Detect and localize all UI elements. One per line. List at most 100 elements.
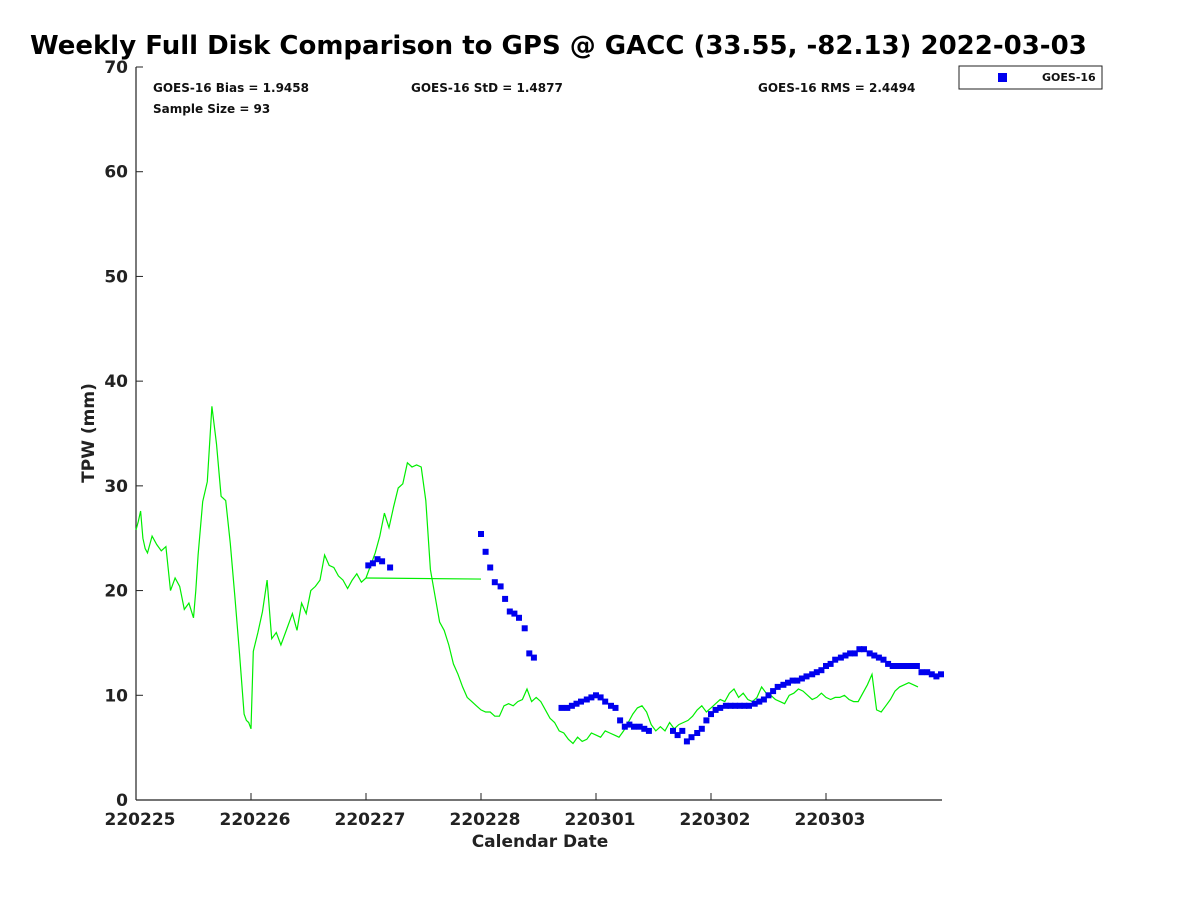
goes16-point bbox=[717, 704, 724, 711]
goes16-point bbox=[904, 663, 911, 669]
goes16-point bbox=[866, 650, 873, 657]
legend-box bbox=[958, 65, 1103, 90]
goes16-point bbox=[597, 694, 604, 701]
stat-rms: GOES-16 RMS = 2.4494 bbox=[758, 81, 915, 95]
goes16-point bbox=[593, 692, 599, 699]
goes16-point bbox=[482, 548, 489, 555]
goes16-point bbox=[578, 698, 584, 705]
gps-gap-line bbox=[365, 577, 482, 580]
series-goes16-points bbox=[365, 531, 944, 745]
series-gps-line bbox=[135, 406, 919, 745]
y-tick-label: 30 bbox=[104, 477, 128, 497]
goes16-point bbox=[703, 717, 710, 724]
goes16-point bbox=[789, 677, 796, 684]
goes16-point bbox=[889, 663, 896, 669]
goes16-point bbox=[785, 679, 791, 686]
y-tick-label: 0 bbox=[116, 791, 128, 811]
goes16-point bbox=[760, 696, 767, 703]
goes16-point bbox=[568, 702, 575, 709]
goes16-point bbox=[875, 654, 882, 661]
goes16-point bbox=[497, 583, 504, 590]
goes16-point bbox=[617, 717, 624, 724]
stat-std: GOES-16 StD = 1.4877 bbox=[411, 81, 563, 95]
legend-label-goes16: GOES-16 bbox=[1042, 71, 1096, 84]
goes16-point bbox=[765, 692, 772, 699]
goes16-point bbox=[756, 698, 763, 705]
chart-title: Weekly Full Disk Comparison to GPS @ GAC… bbox=[30, 31, 1087, 61]
y-axis-ticks: 0 10 20 30 40 50 60 70 bbox=[104, 58, 143, 811]
goes16-point bbox=[487, 564, 494, 571]
goes16-point bbox=[521, 625, 528, 632]
goes16-point bbox=[602, 698, 609, 705]
goes16-point bbox=[674, 732, 681, 739]
goes16-point bbox=[516, 614, 522, 621]
goes16-point bbox=[871, 652, 878, 659]
goes16-point bbox=[823, 663, 829, 669]
goes16-point bbox=[491, 579, 498, 586]
goes16-point bbox=[880, 656, 887, 663]
goes16-point bbox=[698, 725, 705, 732]
x-tick-label: 220303 bbox=[795, 810, 866, 830]
goes16-point bbox=[530, 654, 537, 661]
x-tick-label: 220226 bbox=[220, 810, 291, 830]
goes16-point bbox=[712, 706, 719, 713]
goes16-point bbox=[803, 673, 810, 680]
goes16-point bbox=[770, 688, 777, 695]
goes16-point bbox=[736, 702, 743, 709]
goes16-point bbox=[708, 711, 714, 718]
goes16-point bbox=[502, 595, 509, 602]
goes16-point bbox=[827, 660, 834, 667]
goes16-point bbox=[365, 562, 372, 569]
goes16-point bbox=[558, 704, 565, 711]
goes16-point bbox=[732, 702, 739, 709]
goes16-point bbox=[938, 671, 944, 678]
goes16-point bbox=[379, 558, 386, 565]
goes16-point bbox=[583, 696, 590, 703]
goes16-point bbox=[641, 725, 648, 732]
goes16-point bbox=[631, 723, 637, 730]
y-tick-label: 70 bbox=[104, 58, 128, 78]
goes16-point bbox=[741, 702, 748, 709]
goes16-point bbox=[694, 730, 701, 736]
x-tick-label: 220227 bbox=[335, 810, 406, 830]
goes16-point bbox=[727, 702, 734, 709]
x-tick-label: 220302 bbox=[680, 810, 751, 830]
goes16-point bbox=[798, 675, 805, 682]
x-tick-label: 220228 bbox=[450, 810, 521, 830]
legend: GOES-16 bbox=[958, 65, 1103, 90]
stat-bias: GOES-16 Bias = 1.9458 bbox=[153, 81, 309, 95]
goes16-point bbox=[813, 669, 820, 676]
goes16-point bbox=[837, 654, 844, 661]
goes16-point bbox=[608, 702, 614, 709]
goes16-point bbox=[588, 694, 595, 701]
goes16-point bbox=[626, 721, 633, 728]
goes16-point bbox=[774, 683, 781, 690]
goes16-point bbox=[794, 677, 801, 684]
goes16-point bbox=[895, 663, 902, 669]
y-tick-label: 20 bbox=[104, 582, 128, 602]
goes16-point bbox=[832, 656, 839, 663]
y-tick-label: 60 bbox=[104, 163, 128, 183]
x-axis-label: Calendar Date bbox=[472, 832, 609, 852]
goes16-point bbox=[688, 734, 695, 741]
goes16-point bbox=[909, 663, 916, 669]
goes16-point bbox=[645, 727, 652, 734]
goes16-point bbox=[478, 531, 484, 537]
goes16-point bbox=[809, 671, 816, 678]
goes16-point bbox=[818, 667, 825, 674]
goes16-point bbox=[746, 702, 752, 709]
goes16-point bbox=[924, 669, 931, 676]
goes16-point bbox=[751, 700, 758, 707]
x-tick-label: 220225 bbox=[105, 810, 176, 830]
goes16-point bbox=[621, 723, 628, 730]
y-axis-label: TPW (mm) bbox=[79, 383, 99, 483]
stat-sample-size: Sample Size = 93 bbox=[153, 102, 270, 116]
goes16-point bbox=[506, 608, 513, 615]
y-tick-label: 50 bbox=[104, 267, 128, 287]
goes16-point bbox=[900, 663, 906, 669]
x-axis-ticks: 220225 220226 220227 220228 220301 220302 2203… bbox=[105, 793, 866, 830]
y-tick-label: 10 bbox=[104, 686, 128, 706]
goes16-point bbox=[913, 663, 920, 669]
goes16-point bbox=[856, 646, 863, 653]
